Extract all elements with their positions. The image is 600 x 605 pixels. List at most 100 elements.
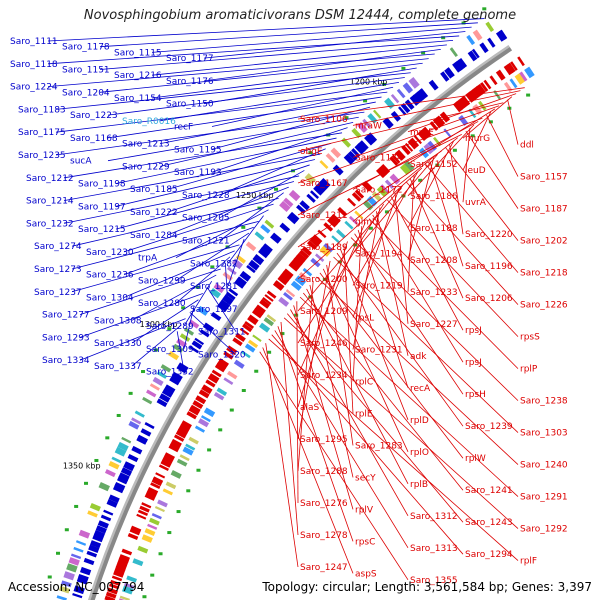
gene-label-right[interactable]: rplD: [410, 416, 429, 426]
gene-label-right[interactable]: rplF: [520, 557, 537, 567]
gene-label-left[interactable]: Saro_1178: [62, 43, 110, 53]
gene-label-right[interactable]: Saro_1174: [355, 153, 403, 163]
gene-label-right[interactable]: Saro_1234: [300, 371, 348, 381]
gene-label-left[interactable]: Saro_1228: [182, 191, 230, 201]
gene-label-right[interactable]: murG: [465, 134, 490, 144]
gene-label-left[interactable]: Saro_1224: [10, 83, 58, 93]
gene-label-left[interactable]: Saro_1282: [190, 259, 238, 269]
gene-label-right[interactable]: Saro_1187: [520, 205, 568, 215]
gene-label-right[interactable]: rpsS: [520, 333, 540, 343]
gene-label-left[interactable]: Saro_1274: [34, 242, 82, 252]
gene-label-left[interactable]: Saro_1176: [166, 77, 214, 87]
gene-label-right[interactable]: Saro_1208: [410, 256, 458, 266]
gene-label-left[interactable]: Saro_1197: [78, 202, 126, 212]
gene-label-left[interactable]: Saro_1235: [18, 151, 66, 161]
gene-label-right[interactable]: Saro_1167: [300, 179, 348, 189]
gene-label-left[interactable]: Saro_1111: [10, 37, 58, 47]
gene-label-right[interactable]: Saro_1172: [355, 185, 403, 195]
gene-label-right[interactable]: rplO: [410, 448, 429, 458]
gene-label-left[interactable]: Saro_1183: [18, 105, 66, 115]
gene-label-right[interactable]: Saro_1243: [465, 518, 513, 528]
gene-label-left[interactable]: Saro_1195: [174, 145, 222, 155]
gene-label-left[interactable]: Saro_1273: [34, 265, 82, 275]
gene-label-right[interactable]: Saro_1218: [520, 269, 568, 279]
gene-label-right[interactable]: rpsC: [355, 537, 375, 547]
gene-label-left[interactable]: Saro_1193: [174, 168, 222, 178]
gene-label-right[interactable]: obgE: [300, 147, 323, 157]
gene-label-right[interactable]: Saro_1202: [520, 237, 568, 247]
gene-label-right[interactable]: rplW: [465, 454, 486, 464]
gene-label-right[interactable]: Saro_1291: [520, 493, 568, 503]
gene-label-left[interactable]: Saro_1177: [166, 54, 214, 64]
gene-label-right[interactable]: Saro_1219: [355, 281, 403, 291]
gene-label-right[interactable]: murE: [410, 128, 434, 138]
gene-label-left[interactable]: Saro_1277: [42, 311, 90, 321]
gene-label-right[interactable]: Saro_1246: [300, 339, 348, 349]
gene-label-left[interactable]: Saro_1320: [198, 351, 246, 361]
gene-label-left[interactable]: Saro_1309: [146, 345, 194, 355]
gene-label-right[interactable]: Saro_1233: [410, 288, 458, 298]
gene-label-right[interactable]: Saro_1226: [520, 301, 568, 311]
gene-label-left[interactable]: Saro_1311: [198, 328, 246, 338]
gene-label-left[interactable]: Saro_1281: [190, 282, 238, 292]
gene-label-right[interactable]: Saro_1288: [300, 467, 348, 477]
gene-label-left[interactable]: Saro_1204: [62, 88, 110, 98]
gene-label-left[interactable]: Saro_1118: [10, 60, 58, 70]
gene-label-right[interactable]: rplB: [410, 480, 428, 490]
gene-label-left[interactable]: Saro_1198: [78, 180, 126, 190]
gene-label-left[interactable]: Saro_1150: [166, 100, 214, 110]
gene-label-right[interactable]: Saro_1152: [410, 160, 458, 170]
gene-label-right[interactable]: leuD: [465, 166, 486, 176]
gene-label-right[interactable]: rplC: [355, 377, 373, 387]
gene-label-right[interactable]: Saro_1283: [355, 441, 403, 451]
gene-label-left[interactable]: Saro_1222: [130, 208, 178, 218]
gene-label-right[interactable]: Saro_1240: [520, 461, 568, 471]
gene-label-right[interactable]: glmU: [355, 217, 379, 227]
gene-label-left[interactable]: Saro_1297: [190, 305, 238, 315]
gene-label-left[interactable]: Saro_1151: [62, 66, 110, 76]
gene-label-right[interactable]: Saro_1355: [410, 576, 458, 586]
gene-label-right[interactable]: mraW: [355, 121, 382, 131]
gene-label-left[interactable]: Saro_1236: [86, 271, 134, 281]
gene-label-right[interactable]: Saro_1220: [465, 230, 513, 240]
gene-label-right[interactable]: rplE: [355, 409, 373, 419]
gene-label-left[interactable]: Saro_1337: [94, 362, 142, 372]
gene-label-right[interactable]: Saro_1227: [410, 320, 458, 330]
gene-label-left[interactable]: Saro_1232: [26, 219, 74, 229]
gene-label-right[interactable]: recA: [410, 384, 431, 394]
gene-label-left[interactable]: Saro_1304: [86, 294, 134, 304]
gene-label-left[interactable]: sucA: [70, 157, 92, 167]
gene-label-left[interactable]: Saro_1284: [130, 231, 178, 241]
gene-label-left[interactable]: Saro_1280: [138, 299, 186, 309]
gene-label-right[interactable]: Saro_1194: [355, 249, 403, 259]
gene-label-right[interactable]: Saro_1303: [520, 429, 568, 439]
gene-label-right[interactable]: rpsJ: [465, 326, 482, 336]
gene-label-left[interactable]: Saro_1115: [114, 48, 162, 58]
gene-label-right[interactable]: Saro_1157: [520, 173, 568, 183]
gene-label-left[interactable]: Saro_1334: [42, 356, 90, 366]
gene-label-left[interactable]: Saro_1175: [18, 128, 66, 138]
gene-label-left[interactable]: Saro_1214: [26, 197, 74, 207]
gene-label-left[interactable]: Saro_1213: [122, 140, 170, 150]
gene-label-right[interactable]: Saro_1241: [465, 486, 513, 496]
gene-label-left[interactable]: Saro_1289: [146, 322, 194, 332]
gene-label-right[interactable]: Saro_1211: [300, 211, 348, 221]
gene-label-right[interactable]: rpsH: [465, 390, 486, 400]
gene-label-right[interactable]: Saro_1200: [300, 275, 348, 285]
gene-label-left[interactable]: Saro_1154: [114, 94, 162, 104]
gene-label-left[interactable]: Saro_1215: [78, 225, 126, 235]
gene-label-right[interactable]: rplV: [355, 505, 374, 515]
gene-label-right[interactable]: Saro_1196: [465, 262, 513, 272]
gene-label-left[interactable]: Saro_1205: [182, 214, 230, 224]
gene-label-right[interactable]: Saro_1295: [300, 435, 348, 445]
gene-label-left[interactable]: Saro_1229: [122, 162, 170, 172]
gene-label-right[interactable]: Saro_1278: [300, 531, 348, 541]
gene-label-right[interactable]: rpsJ: [465, 358, 482, 368]
gene-label-left[interactable]: Saro_1330: [94, 339, 142, 349]
gene-label-right[interactable]: ddl: [520, 141, 534, 151]
gene-label-right[interactable]: Saro_1247: [300, 563, 348, 573]
gene-label-left[interactable]: Saro_1237: [34, 288, 82, 298]
gene-label-right[interactable]: adk: [410, 352, 427, 362]
gene-label-right[interactable]: Saro_1312: [410, 512, 458, 522]
gene-label-right[interactable]: Saro_1231: [355, 345, 403, 355]
